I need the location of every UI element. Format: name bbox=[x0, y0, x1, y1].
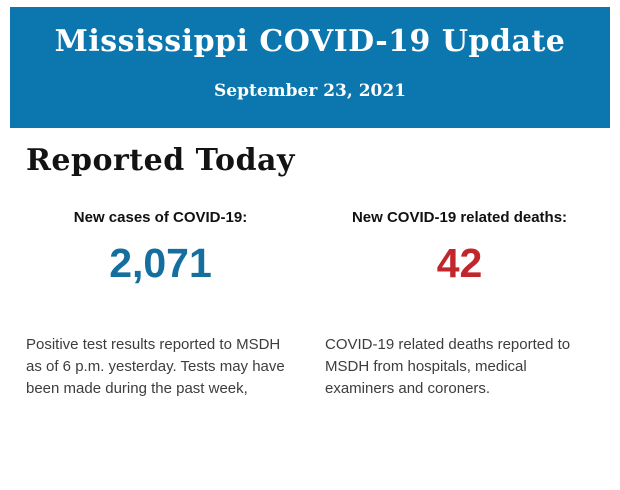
new-cases-value: 2,071 bbox=[109, 240, 212, 286]
page-title: Mississippi COVID-19 Update bbox=[54, 24, 566, 59]
stats-row: New cases of COVID-19: 2,071 New COVID-1… bbox=[26, 209, 594, 284]
section-heading: Reported Today bbox=[26, 143, 295, 178]
header-banner: Mississippi COVID-19 Update September 23… bbox=[10, 7, 610, 128]
descriptions-row: Positive test results reported to MSDH a… bbox=[26, 334, 594, 400]
date-subtitle: September 23, 2021 bbox=[213, 81, 407, 101]
stat-new-cases: New cases of COVID-19: 2,071 bbox=[26, 209, 295, 284]
main-content: Reported Today New cases of COVID-19: 2,… bbox=[0, 143, 620, 400]
new-cases-description: Positive test results reported to MSDH a… bbox=[26, 336, 285, 397]
new-deaths-description: COVID-19 related deaths reported to MSDH… bbox=[325, 336, 571, 397]
new-deaths-value: 42 bbox=[436, 240, 483, 286]
stat-new-deaths: New COVID-19 related deaths: 42 bbox=[325, 209, 594, 284]
new-cases-label: New cases of COVID-19: bbox=[73, 209, 248, 226]
new-deaths-label: New COVID-19 related deaths: bbox=[351, 209, 568, 226]
